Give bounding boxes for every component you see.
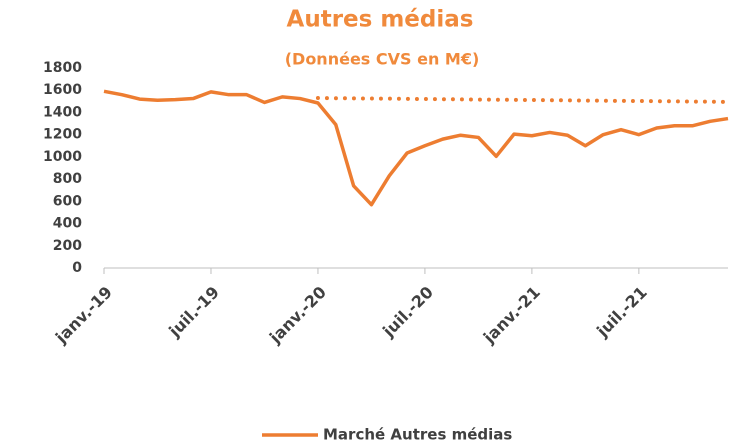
y-tick-label: 200 bbox=[53, 238, 82, 254]
y-tick-label: 0 bbox=[72, 260, 82, 276]
y-tick-label: 800 bbox=[53, 171, 82, 187]
series-line bbox=[103, 89, 729, 207]
x-tick-label: juil.-21 bbox=[592, 283, 651, 342]
y-tick-label: 1800 bbox=[43, 60, 82, 76]
chart-title: Autres médias bbox=[287, 7, 474, 33]
chart-subtitle: (Données CVS en M€) bbox=[285, 50, 480, 69]
y-tick-label: 1000 bbox=[43, 149, 82, 165]
y-tick-label: 1200 bbox=[43, 127, 82, 143]
y-tick-label: 1600 bbox=[43, 82, 82, 98]
x-tick-label: janv.-20 bbox=[265, 283, 330, 348]
y-tick-label: 600 bbox=[53, 193, 82, 209]
x-tick-label: juil.-19 bbox=[164, 283, 223, 342]
y-tick-label: 400 bbox=[53, 216, 82, 232]
y-tick-label: 1400 bbox=[43, 104, 82, 120]
x-tick-label: janv.-19 bbox=[51, 283, 116, 348]
legend-label: Marché Autres médias bbox=[323, 426, 512, 444]
x-tick-label: janv.-21 bbox=[479, 283, 544, 348]
series-line bbox=[315, 96, 730, 104]
x-tick-label: juil.-20 bbox=[378, 283, 437, 342]
